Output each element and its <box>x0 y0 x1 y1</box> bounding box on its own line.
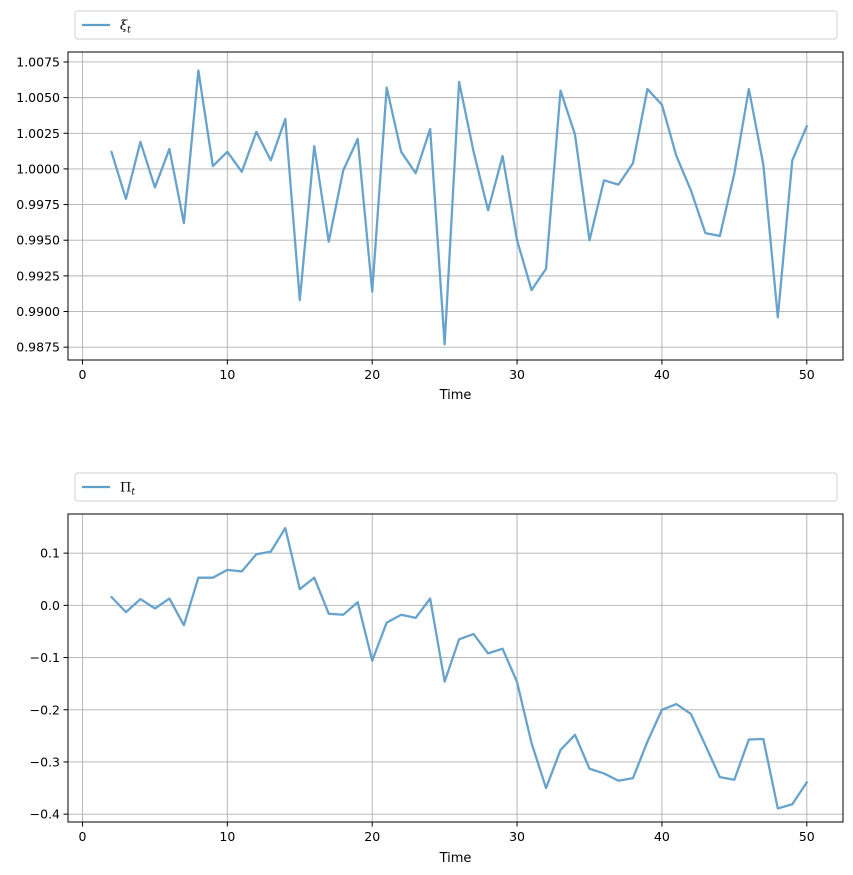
y-tick-label: −0.4 <box>30 807 60 822</box>
chart-panel-1: 0 10 20 30 40 50 0.9875 0.9900 0.9925 0.9950 0.997… <box>16 10 844 403</box>
legend-symbol: Π <box>120 481 131 496</box>
y-tick-label: 0.0 <box>40 598 60 613</box>
x-tick-label: 30 <box>509 367 525 382</box>
y-tick-label: 0.9950 <box>16 233 60 248</box>
y-tick-label: 0.9900 <box>16 304 60 319</box>
series-line <box>110 69 808 346</box>
y-tick-label: 1.0025 <box>16 126 60 141</box>
legend-subscript: t <box>131 488 135 498</box>
x-tick-label: 0 <box>79 829 87 844</box>
legend-label: ξt <box>120 19 131 36</box>
x-tick-label: 50 <box>799 367 815 382</box>
legend-box <box>74 472 838 502</box>
y-tick-label: 0.9975 <box>16 197 60 212</box>
y-tick-label: 1.0050 <box>16 90 60 105</box>
y-tick-label: −0.2 <box>30 702 60 717</box>
y-tick-label: −0.3 <box>30 754 60 769</box>
x-axis-title: Time <box>439 388 472 403</box>
legend-label: Πt <box>120 481 135 498</box>
series-line <box>110 526 808 810</box>
x-tick-label: 40 <box>654 367 670 382</box>
legend-box <box>74 10 838 40</box>
x-tick-label: 50 <box>799 829 815 844</box>
legend: ξt <box>74 10 838 40</box>
axes-frame <box>67 51 844 361</box>
chart-panel-2: 0 10 20 30 40 50 −0.4 −0.3 −0.2 −0.1 0.0 0.1 Time Πt <box>30 472 844 866</box>
x-tick-label: 10 <box>219 829 235 844</box>
y-tick-label: 1.0075 <box>16 54 60 69</box>
x-tick-label: 0 <box>79 367 87 382</box>
y-tick-label: 0.1 <box>40 546 60 561</box>
axes-frame <box>67 513 844 823</box>
legend-subscript: t <box>127 26 131 36</box>
x-tick-label: 10 <box>219 367 235 382</box>
y-tick-label: −0.1 <box>30 650 60 665</box>
legend: Πt <box>74 472 838 502</box>
x-tick-label: 30 <box>509 829 525 844</box>
x-axis-title: Time <box>439 851 472 866</box>
legend-symbol: ξ <box>120 19 128 34</box>
y-tick-label: 0.9875 <box>16 340 60 355</box>
y-tick-label: 1.0000 <box>16 161 60 176</box>
x-tick-label: 40 <box>654 829 670 844</box>
x-tick-label: 20 <box>364 367 380 382</box>
x-tick-label: 20 <box>364 829 380 844</box>
y-tick-label: 0.9925 <box>16 268 60 283</box>
